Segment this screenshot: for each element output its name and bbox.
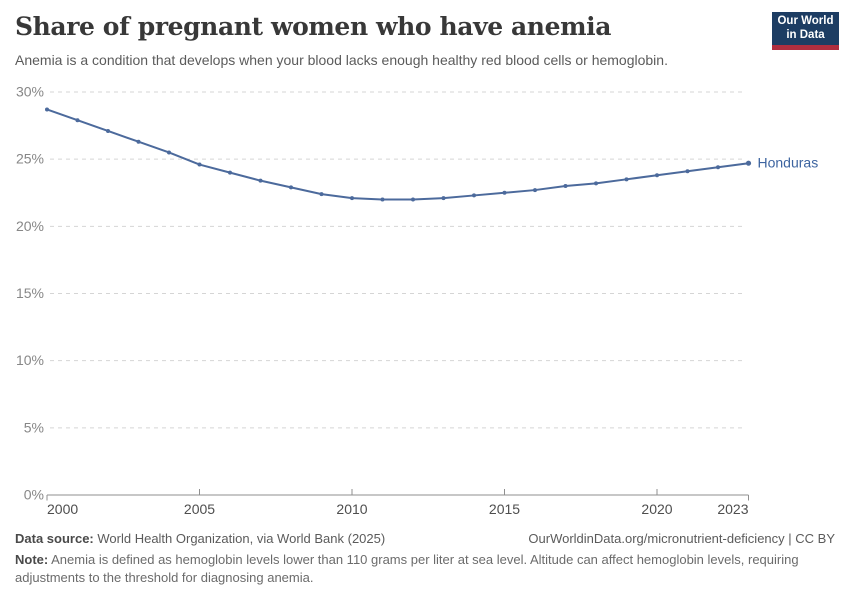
owid-logo-line1: Our World (777, 14, 834, 27)
data-point[interactable] (594, 181, 598, 186)
data-point[interactable] (472, 193, 476, 198)
data-point[interactable] (350, 196, 354, 201)
data-point[interactable] (411, 197, 415, 202)
data-point[interactable] (380, 197, 385, 202)
data-point[interactable] (624, 177, 629, 182)
y-axis-label: 25% (16, 151, 44, 167)
data-source: Data source: World Health Organization, … (15, 531, 385, 546)
owid-logo-line2: in Data (786, 28, 825, 41)
data-source-label: Data source: (15, 531, 94, 546)
data-point[interactable] (685, 169, 690, 174)
data-point[interactable] (136, 139, 141, 144)
data-point[interactable] (441, 196, 446, 201)
data-source-text: World Health Organization, via World Ban… (97, 531, 386, 546)
data-point-last[interactable] (745, 160, 752, 166)
data-point[interactable] (75, 118, 80, 123)
y-axis-label: 10% (16, 352, 44, 368)
y-axis-label: 0% (24, 487, 44, 503)
x-axis-label: 2020 (641, 501, 672, 517)
x-axis-label: 2000 (47, 501, 78, 517)
chart-footer: Data source: World Health Organization, … (15, 531, 835, 586)
data-point[interactable] (289, 185, 293, 190)
data-point[interactable] (106, 128, 110, 133)
page-title: Share of pregnant women who have anemia (15, 12, 612, 41)
x-axis-label: 2015 (489, 501, 520, 517)
owid-logo: Our World in Data (772, 12, 839, 50)
y-axis-label: 5% (24, 419, 44, 435)
series-label-honduras: Honduras (758, 155, 819, 171)
data-point[interactable] (533, 188, 537, 193)
x-axis-label: 2023 (717, 501, 748, 517)
y-axis-label: 15% (16, 285, 44, 301)
owid-link[interactable]: OurWorldinData.org/micronutrient-deficie… (528, 531, 835, 546)
data-point[interactable] (45, 107, 49, 112)
data-point[interactable] (228, 170, 232, 175)
data-point[interactable] (167, 150, 171, 155)
data-point[interactable] (258, 178, 263, 183)
x-axis-label: 2005 (184, 501, 215, 517)
x-axis-label: 2010 (336, 501, 367, 517)
page-subtitle: Anemia is a condition that develops when… (15, 52, 668, 68)
chart-note: Note: Anemia is defined as hemoglobin le… (15, 551, 821, 586)
data-point[interactable] (319, 192, 324, 197)
y-axis-label: 20% (16, 218, 44, 234)
data-point[interactable] (197, 162, 202, 167)
data-point[interactable] (716, 165, 720, 170)
data-point[interactable] (563, 184, 568, 189)
data-line[interactable] (46, 108, 750, 201)
y-axis-label: 30% (16, 84, 44, 100)
note-label: Note: (15, 552, 49, 567)
data-point[interactable] (655, 173, 659, 178)
data-point[interactable] (502, 190, 507, 195)
note-text: Anemia is defined as hemoglobin levels l… (15, 552, 799, 585)
line-chart[interactable]: 0% 5% 10% 15% 20% 25% 30% 2000 2005 2010 2015 2020 2… (0, 80, 850, 525)
